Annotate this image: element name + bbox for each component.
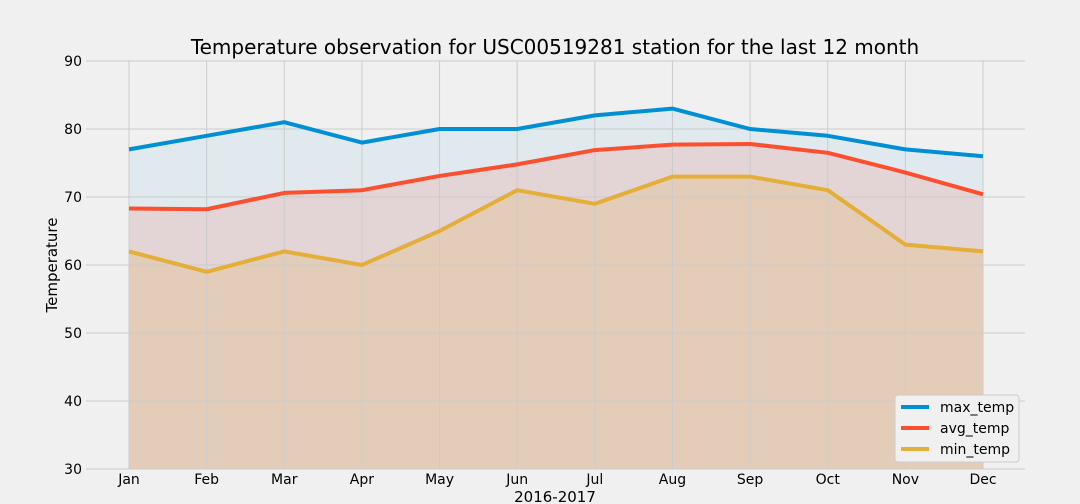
- series-line-min_temp: [128, 174, 984, 274]
- legend: max_temp avg_temp min_temp: [894, 394, 1020, 463]
- x-axis-label: 2016-2017: [514, 488, 596, 504]
- legend-label-min_temp: min_temp: [940, 442, 1010, 458]
- x-tick-label: Nov: [892, 472, 919, 488]
- area-fills: [129, 108, 983, 469]
- x-tick-label: Jul: [585, 472, 603, 488]
- x-tick-label: Jun: [505, 472, 528, 488]
- x-tick-labels: Jan Feb Mar Apr May Jun Jul Aug Sep Oct Nov Dec: [117, 472, 996, 488]
- x-tick-label: Apr: [350, 472, 374, 488]
- x-tick-label: May: [425, 472, 454, 488]
- y-tick-label: 40: [64, 394, 82, 410]
- chart-title: Temperature observation for USC00519281 …: [190, 35, 919, 59]
- area-fill-min_temp: [129, 176, 983, 469]
- grid-lines: [86, 60, 1025, 470]
- y-tick-label: 70: [64, 190, 82, 206]
- area-fill-max_temp: [129, 108, 983, 469]
- y-tick-labels: 30 40 50 60 70 80 90: [64, 54, 82, 478]
- legend-label-avg_temp: avg_temp: [940, 421, 1009, 437]
- y-tick-label: 30: [64, 462, 82, 478]
- y-tick-label: 60: [64, 258, 82, 274]
- y-tick-label: 90: [64, 54, 82, 70]
- y-tick-label: 50: [64, 326, 82, 342]
- x-tick-label: Sep: [737, 472, 764, 488]
- legend-label-max_temp: max_temp: [940, 400, 1014, 416]
- area-fill-avg_temp: [129, 143, 983, 469]
- y-axis-label: Temperature: [43, 217, 61, 313]
- series-line-avg_temp: [128, 141, 984, 212]
- x-tick-label: Mar: [271, 472, 298, 488]
- x-tick-label: Jan: [117, 472, 140, 488]
- x-tick-label: Oct: [816, 472, 841, 488]
- x-tick-label: Aug: [659, 472, 686, 488]
- legend-box: [894, 394, 1020, 463]
- x-tick-label: Feb: [194, 472, 219, 488]
- x-tick-label: Dec: [969, 472, 996, 488]
- series-lines: [128, 106, 984, 274]
- series-line-max_temp: [128, 106, 984, 159]
- y-tick-label: 80: [64, 122, 82, 138]
